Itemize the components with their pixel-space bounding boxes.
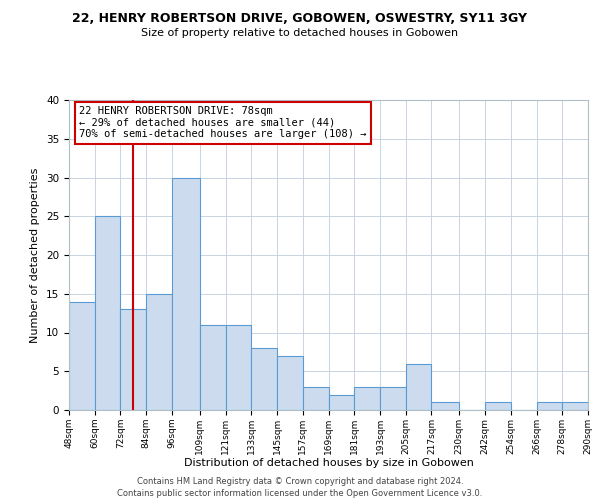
Bar — [431, 402, 460, 410]
Y-axis label: Number of detached properties: Number of detached properties — [31, 168, 40, 342]
Text: Contains HM Land Registry data © Crown copyright and database right 2024.: Contains HM Land Registry data © Crown c… — [137, 478, 463, 486]
Bar — [200, 325, 226, 410]
Text: Contains public sector information licensed under the Open Government Licence v3: Contains public sector information licen… — [118, 489, 482, 498]
Bar — [146, 294, 172, 410]
Bar — [329, 394, 354, 410]
Text: Size of property relative to detached houses in Gobowen: Size of property relative to detached ho… — [142, 28, 458, 38]
Bar — [485, 402, 511, 410]
Bar — [406, 364, 431, 410]
Bar — [172, 178, 200, 410]
Bar — [251, 348, 277, 410]
Bar — [95, 216, 121, 410]
Text: Distribution of detached houses by size in Gobowen: Distribution of detached houses by size … — [184, 458, 474, 468]
Bar — [380, 387, 406, 410]
Bar — [536, 402, 562, 410]
Bar — [562, 402, 588, 410]
Bar — [354, 387, 380, 410]
Text: 22, HENRY ROBERTSON DRIVE, GOBOWEN, OSWESTRY, SY11 3GY: 22, HENRY ROBERTSON DRIVE, GOBOWEN, OSWE… — [73, 12, 527, 26]
Text: 22 HENRY ROBERTSON DRIVE: 78sqm
← 29% of detached houses are smaller (44)
70% of: 22 HENRY ROBERTSON DRIVE: 78sqm ← 29% of… — [79, 106, 367, 140]
Bar — [226, 325, 251, 410]
Bar — [121, 309, 146, 410]
Bar — [69, 302, 95, 410]
Bar — [277, 356, 303, 410]
Bar — [303, 387, 329, 410]
